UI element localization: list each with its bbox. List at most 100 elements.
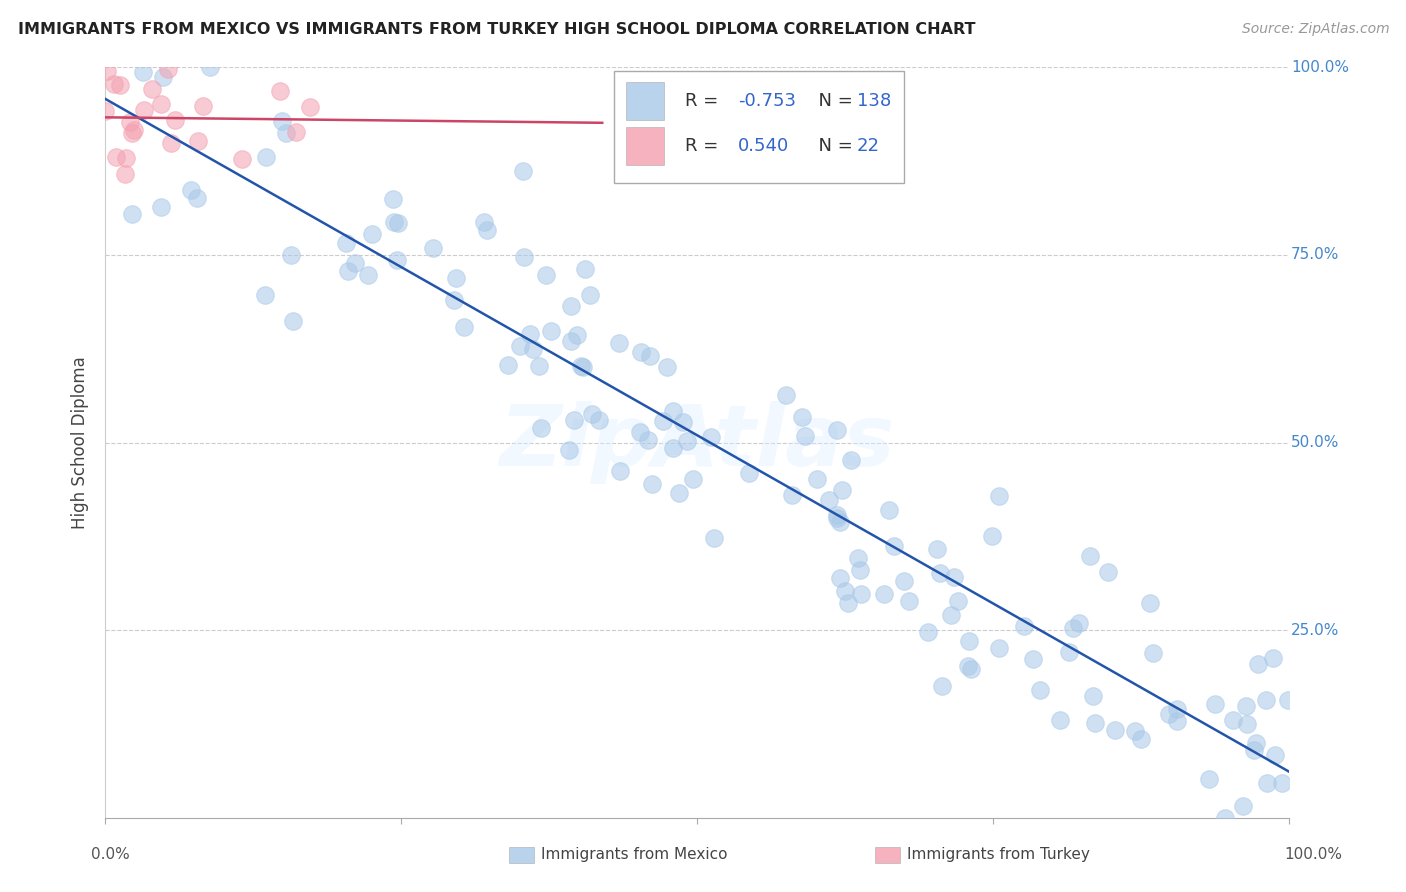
Point (360, 227, 382, 241)
Point (512, 251, 534, 265)
Point (540, 324, 562, 338)
Point (124, 123, 146, 137)
Text: 0.0%: 0.0% (91, 847, 131, 862)
Point (630, 344, 652, 359)
Point (682, 472, 704, 486)
Point (530, 421, 553, 435)
Point (1222, 713, 1244, 727)
Point (453, 319, 475, 334)
Point (496, 358, 519, 372)
Point (792, 410, 814, 425)
Point (382, 215, 405, 229)
Bar (626, 128, 664, 165)
Text: ZipAtlas: ZipAtlas (499, 401, 894, 484)
Point (1029, 682, 1052, 697)
Point (988, 641, 1011, 656)
Point (103, 77, 125, 91)
Point (700, 430, 723, 444)
Point (357, 268, 380, 282)
Y-axis label: High School Diploma: High School Diploma (72, 356, 89, 529)
Point (738, 466, 761, 480)
Bar (626, 82, 664, 120)
Point (703, 531, 725, 545)
Point (1198, 772, 1220, 787)
Point (1166, 714, 1188, 729)
Text: R =: R = (685, 92, 724, 110)
Point (588, 413, 610, 427)
Point (274, 126, 297, 140)
Point (1215, 811, 1237, 825)
Point (560, 334, 582, 348)
Point (1069, 615, 1091, 630)
Point (1012, 618, 1035, 632)
Point (283, 314, 305, 328)
Point (827, 508, 849, 522)
Point (609, 464, 631, 478)
Point (1062, 621, 1084, 635)
Point (1078, 549, 1101, 563)
FancyBboxPatch shape (614, 70, 904, 184)
Point (877, 502, 900, 516)
Point (948, 593, 970, 607)
Point (534, 268, 557, 282)
Point (149, 200, 172, 214)
Point (1142, 646, 1164, 660)
Point (782, 488, 804, 502)
Point (114, 167, 136, 181)
Point (830, 515, 852, 529)
Bar (875, 847, 900, 863)
Point (1097, 565, 1119, 579)
Point (108, 78, 131, 92)
Point (1247, 657, 1270, 671)
Point (1021, 652, 1043, 666)
Point (828, 570, 851, 584)
Point (336, 264, 359, 278)
Point (141, 82, 163, 96)
Point (1139, 596, 1161, 610)
Point (834, 584, 856, 599)
Point (1277, 692, 1299, 706)
Point (284, 125, 307, 139)
Point (564, 413, 586, 427)
Point (917, 625, 939, 640)
Point (200, 60, 222, 74)
Point (893, 574, 915, 588)
Point (668, 486, 690, 500)
Point (662, 404, 685, 418)
Point (269, 84, 291, 98)
Point (794, 429, 817, 443)
Point (1236, 717, 1258, 731)
Point (883, 539, 905, 553)
Point (898, 593, 921, 607)
Point (928, 566, 950, 580)
Point (132, 103, 155, 117)
Point (105, 151, 128, 165)
Point (557, 442, 579, 457)
Point (846, 551, 869, 566)
Point (1243, 742, 1265, 756)
Point (1256, 775, 1278, 789)
Point (156, 62, 179, 76)
Point (385, 253, 408, 268)
Point (981, 529, 1004, 543)
Point (298, 100, 321, 114)
Point (253, 287, 276, 301)
Point (839, 452, 862, 467)
Point (1057, 645, 1080, 659)
Point (149, 96, 172, 111)
Point (1130, 731, 1153, 746)
Point (672, 415, 695, 429)
Point (676, 434, 699, 448)
Point (121, 207, 143, 221)
Text: N =: N = (807, 92, 859, 110)
Point (651, 414, 673, 428)
Point (607, 336, 630, 351)
Text: IMMIGRANTS FROM MEXICO VS IMMIGRANTS FROM TURKEY HIGH SCHOOL DIPLOMA CORRELATION: IMMIGRANTS FROM MEXICO VS IMMIGRANTS FRO… (18, 22, 976, 37)
Point (851, 587, 873, 601)
Point (344, 256, 367, 270)
Point (560, 299, 582, 313)
Point (165, 112, 187, 127)
Text: 0.540: 0.540 (738, 137, 790, 155)
Point (1123, 724, 1146, 739)
Point (187, 134, 209, 148)
